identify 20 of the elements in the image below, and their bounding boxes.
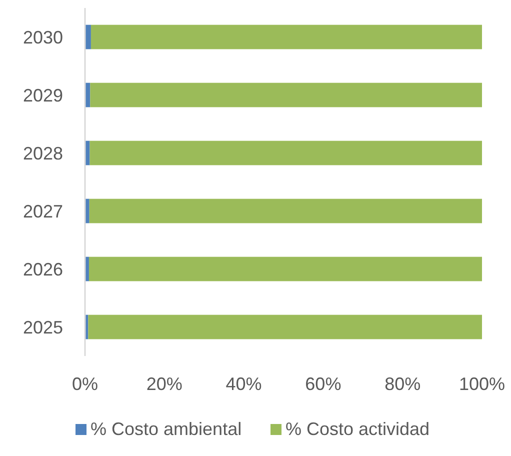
x-tick-label: 40% xyxy=(226,374,262,394)
y-tick-label: 2028 xyxy=(22,143,63,164)
x-tick-label: 80% xyxy=(384,374,421,394)
x-tick-label: 0% xyxy=(72,374,98,394)
bar xyxy=(89,198,482,224)
legend-label: % Costo actividad xyxy=(286,419,430,439)
y-tick-label: 2029 xyxy=(22,85,63,106)
y-tick-label: 2026 xyxy=(22,259,63,280)
y-tick-label: 2027 xyxy=(22,201,63,222)
bar xyxy=(90,82,482,108)
x-tick-label: 100% xyxy=(458,374,506,394)
x-tick-label: 60% xyxy=(305,374,342,394)
y-tick-label: 2030 xyxy=(22,27,63,48)
y-tick-label: 2025 xyxy=(22,317,63,338)
bar xyxy=(90,140,482,166)
bar xyxy=(90,24,482,50)
legend-label: % Costo ambiental xyxy=(90,419,242,439)
bar xyxy=(88,314,482,340)
bar xyxy=(88,256,482,282)
x-tick-label: 20% xyxy=(146,374,182,394)
